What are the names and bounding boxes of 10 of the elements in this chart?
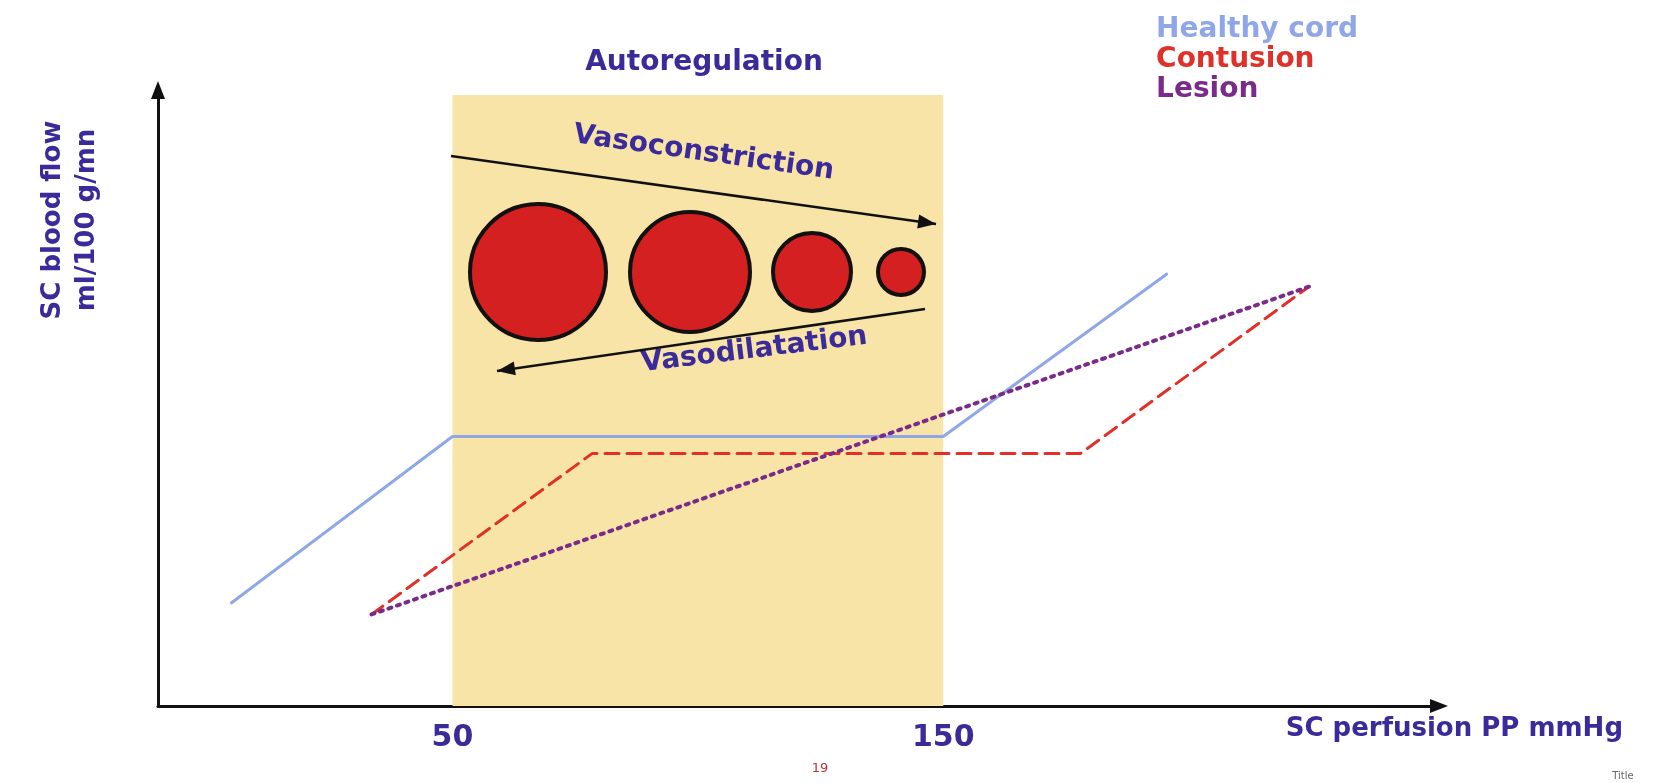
text: Title <box>1612 769 1634 781</box>
x-axis-title: SC perfusion PP mmHg <box>1285 712 1623 742</box>
y-axis-title: SC blood flow ml/100 g/mn <box>35 120 101 320</box>
text: Autoregulation <box>585 43 823 77</box>
annotation: Vasodilatation <box>639 317 869 379</box>
x-tick-label: 150 <box>911 717 975 753</box>
text: Healthy cord <box>1156 10 1358 44</box>
text: 19 <box>811 759 829 775</box>
text: Lesion <box>1156 70 1259 104</box>
x-tick-label: 50 <box>431 717 474 753</box>
